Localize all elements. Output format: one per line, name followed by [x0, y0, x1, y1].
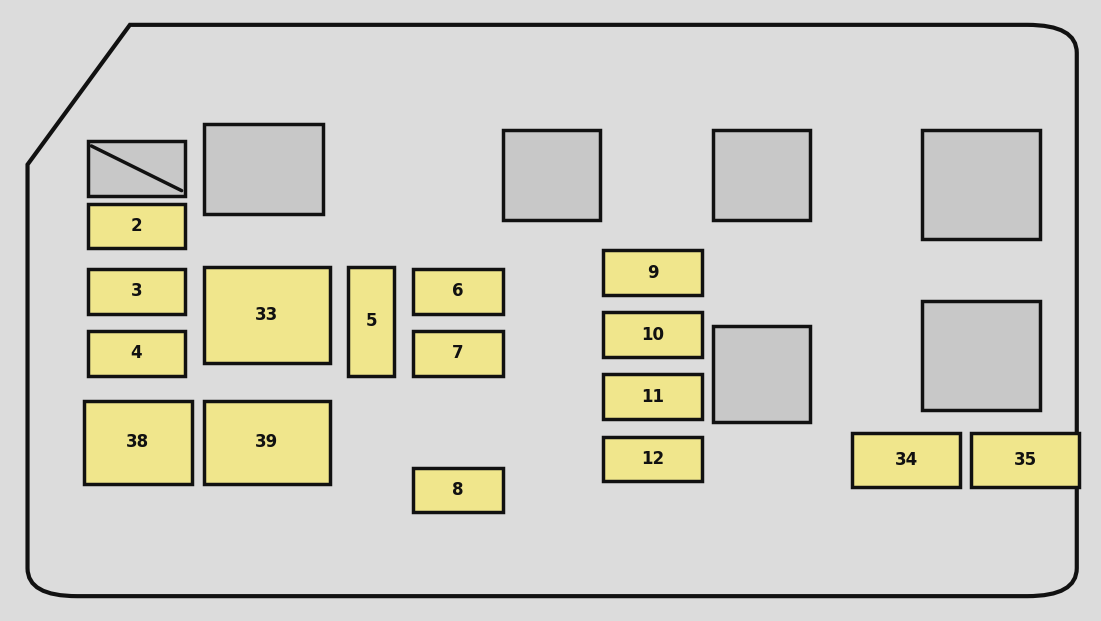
Text: 7: 7 — [453, 345, 464, 362]
Bar — [603, 312, 702, 357]
Text: 33: 33 — [255, 306, 279, 324]
Bar — [413, 269, 503, 314]
Text: 9: 9 — [647, 264, 658, 281]
Bar — [88, 141, 185, 196]
Text: 35: 35 — [1013, 451, 1037, 469]
Bar — [713, 326, 810, 422]
Text: 2: 2 — [131, 217, 142, 235]
PathPatch shape — [28, 25, 1077, 596]
Bar — [922, 301, 1040, 410]
Bar — [603, 374, 702, 419]
Text: 34: 34 — [894, 451, 918, 469]
Text: 11: 11 — [642, 388, 664, 406]
Text: 10: 10 — [642, 326, 664, 343]
Text: 3: 3 — [131, 283, 142, 300]
Text: 38: 38 — [126, 433, 150, 451]
Text: 6: 6 — [453, 283, 464, 300]
Text: 8: 8 — [453, 481, 464, 499]
Text: 5: 5 — [366, 312, 377, 330]
Bar — [88, 269, 185, 314]
Bar — [413, 331, 503, 376]
Bar — [971, 433, 1079, 487]
Bar — [88, 331, 185, 376]
Bar — [852, 433, 960, 487]
Text: 4: 4 — [131, 345, 142, 362]
Bar — [603, 437, 702, 481]
Bar — [204, 267, 330, 363]
Bar — [922, 130, 1040, 239]
Text: 12: 12 — [641, 450, 665, 468]
Bar — [603, 250, 702, 295]
Bar — [413, 468, 503, 512]
Bar — [348, 267, 394, 376]
Bar — [713, 130, 810, 220]
Bar — [84, 401, 192, 484]
Text: 39: 39 — [255, 433, 279, 451]
Bar — [503, 130, 600, 220]
Bar — [204, 124, 323, 214]
Bar — [204, 401, 330, 484]
Bar — [88, 204, 185, 248]
